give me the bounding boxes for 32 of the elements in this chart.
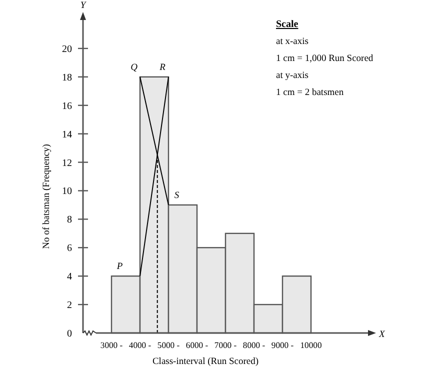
annotation: Q bbox=[130, 62, 138, 73]
x-tick-label: 5000 - bbox=[157, 340, 180, 350]
x-tick-label: 4000 - bbox=[128, 340, 152, 350]
x-tick-label: 9000 - bbox=[271, 340, 294, 350]
y-tick-label: 4 bbox=[67, 272, 72, 283]
y-tick-label: 10 bbox=[62, 186, 72, 198]
y-tick-label: 12 bbox=[62, 158, 72, 169]
x-tick-label: 6000 - bbox=[186, 340, 208, 350]
x-tick-label: 7000 - bbox=[214, 340, 237, 350]
y-tick-label: 20 bbox=[62, 44, 72, 55]
annotation: 1 cm = 2 batsmen bbox=[276, 88, 344, 98]
text: X bbox=[378, 330, 386, 340]
text: Y bbox=[80, 1, 88, 11]
y-tick-label: 2 bbox=[67, 300, 72, 312]
y-tick-label: 6 bbox=[67, 243, 72, 254]
y-tick-label: 0 bbox=[67, 328, 72, 340]
annotation: P bbox=[116, 262, 123, 272]
y-tick-label: 16 bbox=[62, 100, 72, 112]
x-tick-label: 10000 bbox=[300, 340, 322, 350]
annotation: at x-axis bbox=[276, 37, 309, 47]
annotation: Scale bbox=[276, 19, 299, 30]
annotation: S bbox=[174, 190, 180, 201]
annotation: 1 cm = 1,000 Run Scored bbox=[276, 54, 374, 64]
annotation: R bbox=[158, 62, 166, 73]
x-axis-title: Class-interval (Run Scored) bbox=[152, 357, 259, 367]
x-tick-label: 3000 - bbox=[100, 340, 123, 350]
y-tick-label: 8 bbox=[67, 214, 72, 226]
x-tick-label: 8000 - bbox=[242, 340, 266, 350]
annotation: at y-axis bbox=[276, 71, 309, 81]
y-tick-label: 14 bbox=[62, 129, 72, 140]
y-axis-title: No of batsman (Frequency) bbox=[42, 144, 52, 249]
y-tick-label: 18 bbox=[62, 72, 72, 84]
